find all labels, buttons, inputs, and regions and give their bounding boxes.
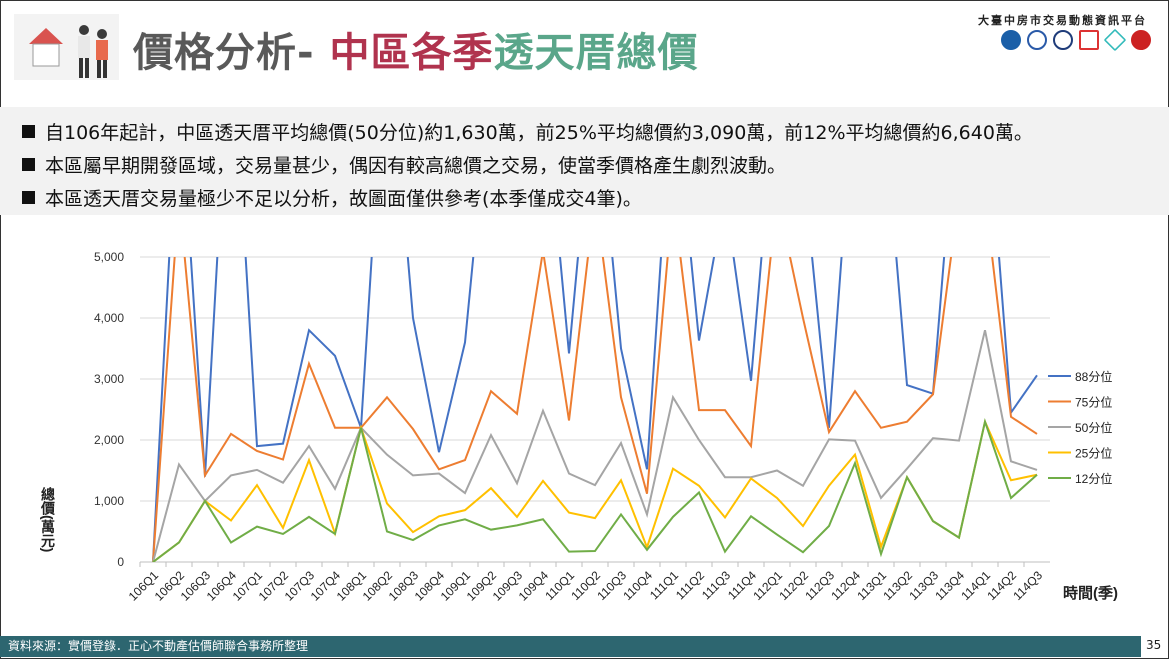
legend-label: 50分位 (1075, 420, 1112, 435)
legend-label: 25分位 (1075, 446, 1112, 461)
source-footer: 資料來源：實價登錄．正心不動產估價師聯合事務所整理 (0, 636, 1141, 657)
x-axis-label: 時間(季) (1063, 584, 1118, 602)
y-tick-label: 1,000 (94, 494, 124, 508)
bullet-square-icon (22, 158, 35, 171)
y-tick-label: 3,000 (94, 372, 124, 386)
price-line-chart: 01,0002,0003,0004,0005,000106Q1106Q2106Q… (40, 250, 1118, 604)
bullet-text: 本區透天厝交易量極少不足以分析，故圖面僅供參考(本季僅成交4筆)。 (45, 188, 642, 210)
cross-logo (1131, 30, 1151, 50)
people-house-illustration (14, 14, 119, 80)
legend-label: 88分位 (1075, 369, 1112, 384)
red-logo (1079, 30, 1099, 50)
x-tick-label: 111Q2 (673, 568, 707, 602)
diamond-logo (1103, 28, 1127, 52)
partner-logos (1001, 28, 1151, 52)
x-tick-label: 109Q4 (516, 568, 552, 604)
bullet-2: 本區屬早期開發區域，交易量甚少，偶因有較高總價之交易，使當季價格產生劇烈波動。 (22, 151, 786, 178)
y-tick-label: 2,000 (94, 433, 124, 447)
series-line-25分位 (152, 418, 1038, 562)
bullet-text: 本區屬早期開發區域，交易量甚少，偶因有較高總價之交易，使當季價格產生劇烈波動。 (45, 155, 787, 177)
y-tick-label: 0 (117, 555, 124, 569)
bullet-3: 本區透天厝交易量極少不足以分析，故圖面僅供參考(本季僅成交4筆)。 (22, 184, 642, 211)
brand-name: 大臺中房市交易動態資訊平台 (978, 14, 1147, 27)
y-axis-label: 總價(萬元) (40, 486, 56, 552)
summary-panel (0, 107, 1169, 215)
title-prefix: 價格分析- (133, 30, 330, 76)
title-region: 中區各季 (329, 30, 494, 76)
government-logo (1053, 30, 1073, 50)
legend-label: 75分位 (1075, 395, 1112, 410)
series-line-50分位 (152, 329, 1038, 562)
y-tick-label: 4,000 (94, 311, 124, 325)
x-tick-label: 114Q3 (1010, 568, 1045, 603)
series-line-75分位 (152, 257, 1038, 562)
legend-label: 12分位 (1075, 471, 1112, 486)
y-tick-label: 5,000 (94, 250, 124, 264)
bullet-1: 自106年起計，中區透天厝平均總價(50分位)約1,630萬，前25%平均總價約… (22, 118, 1033, 145)
tida-logo (1001, 30, 1021, 50)
x-tick-label: 110Q4 (620, 568, 655, 603)
x-tick-label: 111Q3 (699, 568, 733, 602)
page-number: 35 (1146, 638, 1162, 652)
title-type: 透天厝總價 (493, 30, 699, 76)
series-line-12分位 (152, 418, 1038, 562)
bullet-square-icon (22, 191, 35, 204)
series-line-88分位 (152, 257, 1038, 562)
x-tick-label: 111Q1 (647, 568, 681, 602)
page-title: 價格分析- 中區各季透天厝總價 (133, 20, 699, 78)
association-logo (1027, 30, 1047, 50)
bullet-square-icon (22, 125, 35, 138)
bullet-text: 自106年起計，中區透天厝平均總價(50分位)約1,630萬，前25%平均總價約… (45, 122, 1033, 144)
